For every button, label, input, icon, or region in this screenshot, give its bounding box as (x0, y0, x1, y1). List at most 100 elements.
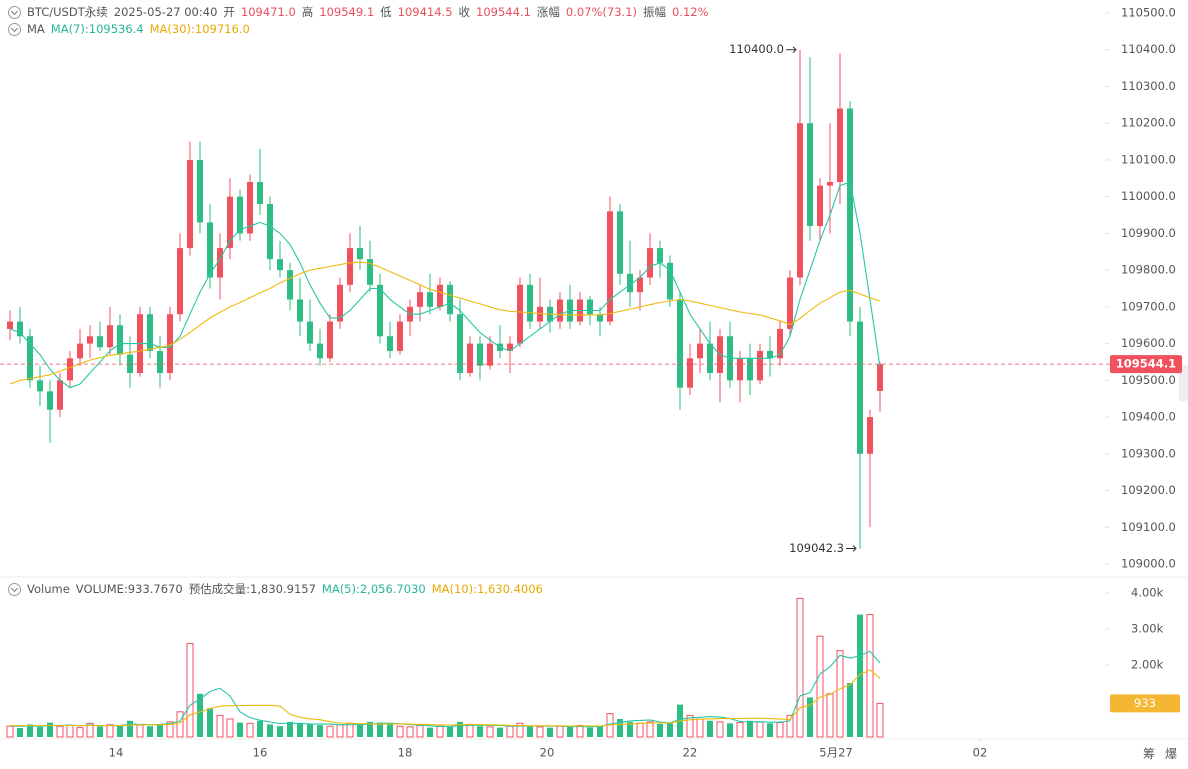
stat-value: 0.07%(73.1) (565, 5, 638, 19)
corner-button[interactable]: 爆 (1165, 747, 1178, 761)
volume-bar (47, 722, 53, 737)
candle-body (307, 321, 313, 344)
indicator[interactable]: MA (27, 22, 45, 36)
candle-body (417, 292, 423, 307)
side-handle[interactable] (1179, 365, 1188, 401)
volume-bar (597, 726, 603, 737)
volume-bar (297, 723, 303, 737)
volume-bar (127, 720, 133, 737)
volume-bar (486, 726, 494, 738)
stat-label: 开 (223, 5, 235, 19)
volume-bar (447, 726, 453, 737)
volume-bar (207, 708, 213, 737)
candle-body (157, 350, 163, 373)
candle-body (377, 284, 383, 337)
stat-value: 109549.1 (319, 5, 375, 19)
legend-entry: MA(30):109716.0 (149, 22, 250, 36)
candle-body (47, 391, 53, 410)
candle-body (777, 328, 783, 359)
candle-body (277, 259, 283, 271)
candle-body (507, 343, 513, 351)
candle-body (447, 284, 453, 315)
candle-body (697, 343, 703, 359)
y-tick-label: 109100.0 (1121, 520, 1176, 534)
candle-body (827, 181, 833, 186)
volume-stat: VOLUME:933.7670 (75, 582, 183, 596)
collapse-icon[interactable] (8, 582, 21, 596)
candle-body (97, 336, 103, 348)
volume-bar (876, 702, 884, 738)
y-tick-label: 109500.0 (1121, 373, 1176, 387)
volume-tag-label: 933 (1134, 696, 1156, 710)
volume-bar (707, 720, 713, 737)
volume-bar (106, 724, 114, 738)
volume-bar (796, 597, 804, 738)
candle-body (617, 211, 623, 274)
ma-line (9, 261, 881, 385)
volume-bar (686, 714, 694, 738)
volume-bar (307, 724, 313, 737)
legend-entry: MA(10):1,630.4006 (431, 582, 543, 596)
volume-bar (6, 725, 14, 738)
candle-body (167, 314, 173, 373)
candle-body (867, 417, 873, 454)
volume-bar (147, 726, 153, 737)
candle-body (337, 284, 343, 322)
volume-bar (257, 720, 263, 737)
volume-bar (197, 693, 203, 737)
volume-header: Volume VOLUME:933.7670 预估成交量:1,830.9157 … (8, 581, 543, 597)
volume-bar (667, 723, 673, 737)
volume-bar (226, 718, 234, 738)
candle-body (187, 159, 193, 249)
candle-body (207, 222, 213, 278)
ma-line (9, 181, 881, 389)
volume-bar (657, 724, 663, 737)
volume-bar (56, 725, 64, 738)
candle-body (267, 204, 273, 260)
candle-body (67, 358, 73, 381)
price-tag-label: 109544.1 (1116, 357, 1176, 371)
candle-body (747, 358, 753, 381)
candle-body (437, 284, 443, 307)
volume-bar (436, 725, 444, 738)
volume-bar (587, 727, 593, 737)
y-tick-label: 109700.0 (1121, 299, 1176, 313)
volume-bar (97, 726, 103, 737)
volume-bar (747, 720, 753, 737)
stat-value: 0.12% (672, 5, 709, 19)
candle-body (797, 123, 803, 278)
volume-bar (176, 711, 184, 738)
stat-label: 收 (458, 5, 471, 19)
candle-body (147, 314, 153, 351)
stat-label: 振幅 (643, 5, 667, 19)
corner-button[interactable]: 筹 (1143, 747, 1156, 761)
collapse-icon[interactable] (8, 5, 21, 19)
volume-bar (776, 722, 784, 738)
y-tick-label: 109000.0 (1121, 557, 1176, 571)
x-tick-label: 14 (109, 746, 124, 760)
legend-entry: MA(7):109536.4 (50, 22, 144, 36)
x-tick-label: 20 (540, 746, 555, 760)
candle-body (847, 108, 853, 322)
candle-body (537, 306, 543, 322)
candle-body (767, 350, 773, 359)
candle-body (667, 262, 673, 300)
candle-body (177, 248, 183, 315)
volume-bar (756, 721, 764, 738)
volume-bar (857, 614, 863, 737)
volume-bar (477, 726, 483, 737)
y-tick-label: 3.00k (1131, 622, 1164, 636)
candle-body (647, 248, 653, 278)
volume-bar (237, 722, 243, 737)
volume-bar (556, 725, 564, 738)
volume-bar (396, 725, 404, 738)
candle-body (107, 325, 113, 348)
time: 2025-05-27 00:40 (113, 5, 218, 19)
candle-body (217, 248, 223, 278)
volume-bar (367, 721, 373, 737)
collapse-icon[interactable] (8, 22, 21, 36)
y-tick-label: 2.00k (1131, 658, 1164, 672)
volume-bar (786, 714, 794, 738)
